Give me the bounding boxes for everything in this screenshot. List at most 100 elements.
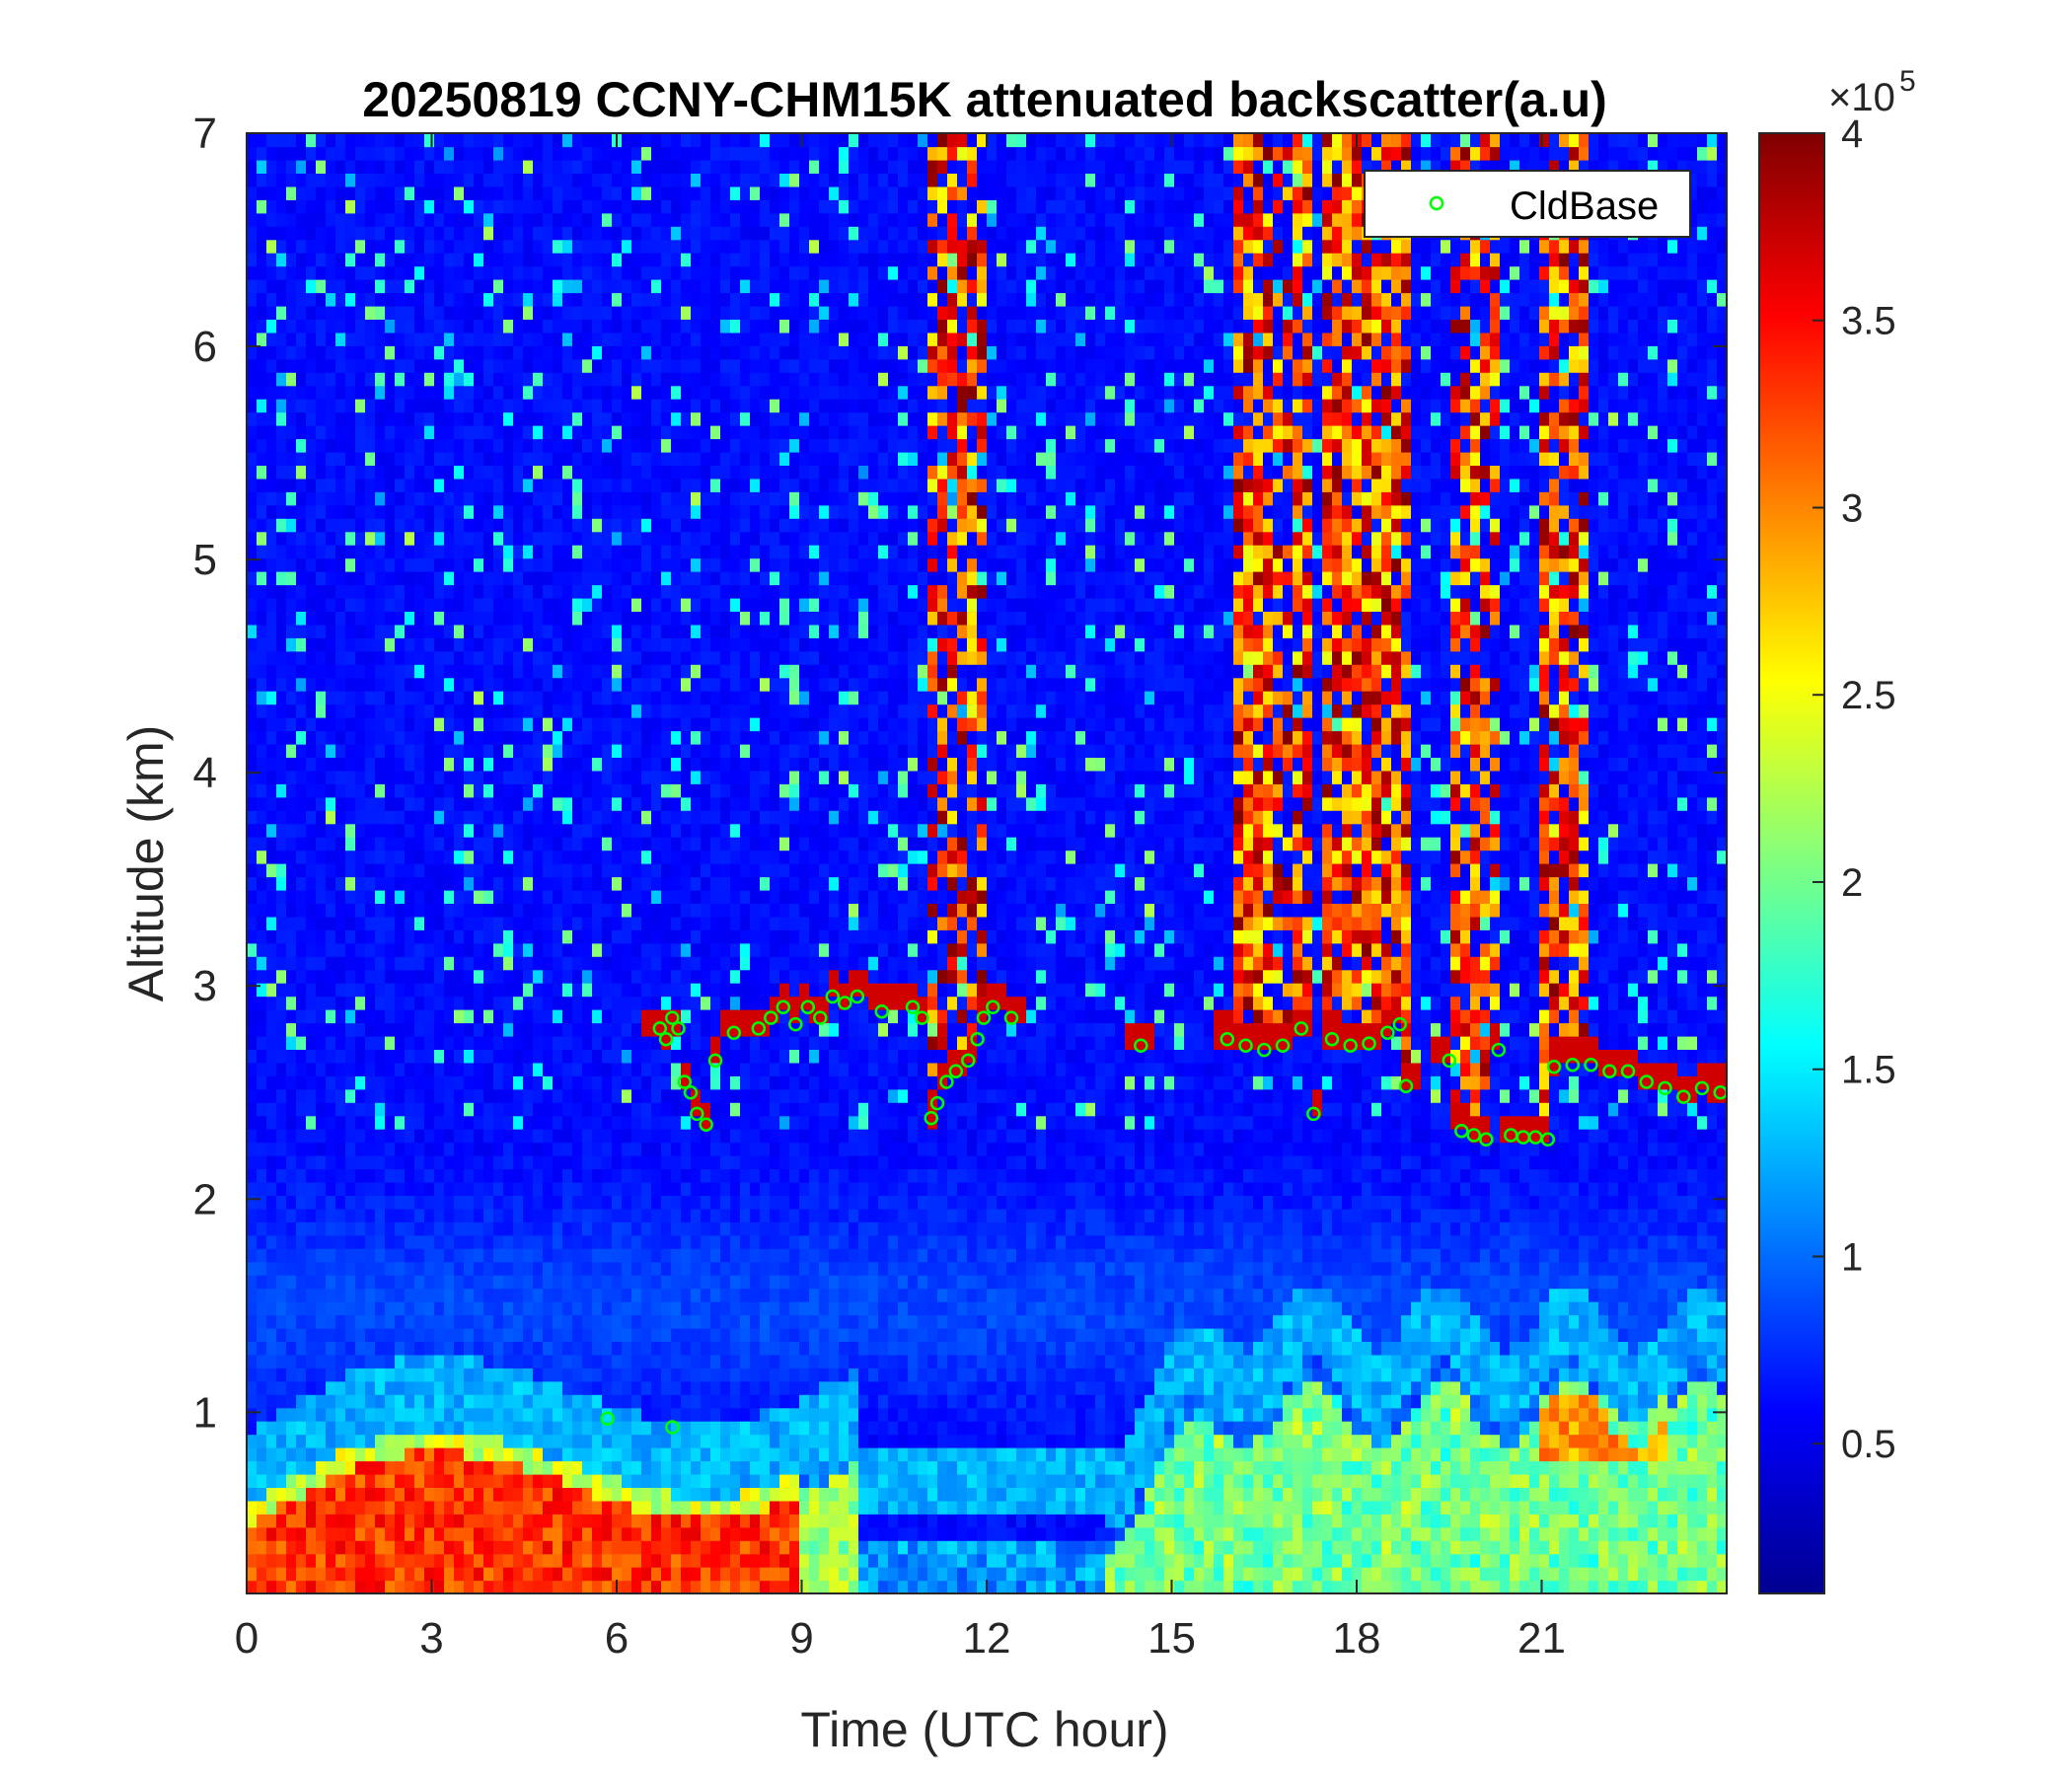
heatmap-cell xyxy=(385,677,396,692)
heatmap-cell xyxy=(671,1368,682,1382)
heatmap-cell xyxy=(375,770,386,784)
heatmap-cell xyxy=(414,504,425,519)
heatmap-cell xyxy=(405,226,415,241)
heatmap-cell xyxy=(286,199,297,214)
heatmap-cell xyxy=(474,438,484,453)
heatmap-cell xyxy=(326,159,336,174)
heatmap-cell xyxy=(424,1221,435,1236)
heatmap-cell xyxy=(602,465,613,480)
heatmap-cell xyxy=(553,1288,563,1302)
heatmap-cell xyxy=(631,292,642,307)
heatmap-cell xyxy=(355,743,366,758)
heatmap-cell xyxy=(523,916,534,930)
heatmap-cell xyxy=(326,1514,336,1528)
heatmap-cell xyxy=(395,650,406,665)
heatmap-cell xyxy=(365,796,376,811)
heatmap-cell xyxy=(661,876,672,891)
heatmap-cell xyxy=(316,1288,327,1302)
heatmap-cell xyxy=(247,916,258,930)
heatmap-cell xyxy=(631,1380,642,1395)
heatmap-cell xyxy=(286,1580,297,1593)
heatmap-cell xyxy=(454,624,465,638)
heatmap-cell xyxy=(375,1421,386,1436)
heatmap-cell xyxy=(355,823,366,838)
heatmap-cell xyxy=(464,1487,475,1502)
heatmap-cell xyxy=(592,226,603,241)
heatmap-cell xyxy=(503,1275,514,1290)
heatmap-cell xyxy=(335,1234,346,1249)
heatmap-cell xyxy=(513,1514,524,1528)
heatmap-cell xyxy=(464,717,475,732)
heatmap-cell xyxy=(247,491,258,506)
heatmap-cell xyxy=(651,451,662,466)
heatmap-cell xyxy=(276,796,287,811)
heatmap-cell xyxy=(622,996,632,1010)
heatmap-cell xyxy=(414,305,425,320)
heatmap-cell xyxy=(286,465,297,480)
heatmap-cell xyxy=(651,1327,662,1342)
heatmap-cell xyxy=(434,1208,445,1222)
heatmap-cell xyxy=(345,584,356,599)
heatmap-cell xyxy=(681,1129,692,1144)
heatmap-cell xyxy=(365,637,376,652)
heatmap-cell xyxy=(513,212,524,227)
heatmap-cell xyxy=(582,664,593,679)
heatmap-cell xyxy=(306,411,317,426)
heatmap-cell xyxy=(247,504,258,519)
heatmap-cell xyxy=(483,717,494,732)
heatmap-cell xyxy=(553,969,563,984)
heatmap-cell xyxy=(434,1142,445,1156)
heatmap-cell xyxy=(661,810,672,825)
heatmap-cell xyxy=(562,1526,573,1541)
heatmap-cell xyxy=(622,677,632,692)
heatmap-cell xyxy=(355,292,366,307)
heatmap-cell xyxy=(247,1434,258,1448)
heatmap-cell xyxy=(464,956,475,971)
heatmap-cell xyxy=(444,1500,455,1515)
heatmap-cell xyxy=(483,358,494,373)
heatmap-cell xyxy=(493,185,504,200)
heatmap-cell xyxy=(592,823,603,838)
heatmap-cell xyxy=(414,1168,425,1183)
heatmap-cell xyxy=(306,1394,317,1409)
heatmap-cell xyxy=(651,703,662,718)
heatmap-cell xyxy=(661,1221,672,1236)
heatmap-cell xyxy=(661,1288,672,1302)
heatmap-cell xyxy=(286,1168,297,1183)
heatmap-cell xyxy=(434,1062,445,1076)
heatmap-cell xyxy=(276,1407,287,1422)
heatmap-cell xyxy=(444,1181,455,1196)
heatmap-cell xyxy=(464,863,475,878)
heatmap-cell xyxy=(523,1035,534,1050)
heatmap-cell xyxy=(543,1234,554,1249)
heatmap-cell xyxy=(316,571,327,586)
heatmap-cell xyxy=(454,1155,465,1170)
heatmap-cell xyxy=(316,504,327,519)
heatmap-cell xyxy=(444,545,455,559)
heatmap-cell xyxy=(385,637,396,652)
heatmap-cell xyxy=(602,1394,613,1409)
heatmap-cell xyxy=(681,1049,692,1064)
heatmap-cell xyxy=(483,743,494,758)
heatmap-cell xyxy=(375,1327,386,1342)
heatmap-cell xyxy=(434,1460,445,1475)
heatmap-cell xyxy=(543,717,554,732)
heatmap-cell xyxy=(553,358,563,373)
heatmap-cell xyxy=(622,850,632,864)
heatmap-cell xyxy=(286,969,297,984)
heatmap-cell xyxy=(533,876,544,891)
heatmap-cell xyxy=(405,239,415,254)
heatmap-cell xyxy=(335,1500,346,1515)
heatmap-cell xyxy=(434,1181,445,1196)
heatmap-cell xyxy=(622,624,632,638)
heatmap-cell xyxy=(464,1526,475,1541)
heatmap-cell xyxy=(424,637,435,652)
heatmap-cell xyxy=(641,1314,652,1329)
heatmap-cell xyxy=(375,730,386,745)
heatmap-cell xyxy=(553,863,563,878)
heatmap-cell xyxy=(671,1248,682,1263)
heatmap-cell xyxy=(612,425,623,440)
heatmap-cell xyxy=(691,1129,702,1144)
heatmap-cell xyxy=(434,226,445,241)
heatmap-cell xyxy=(395,611,406,626)
